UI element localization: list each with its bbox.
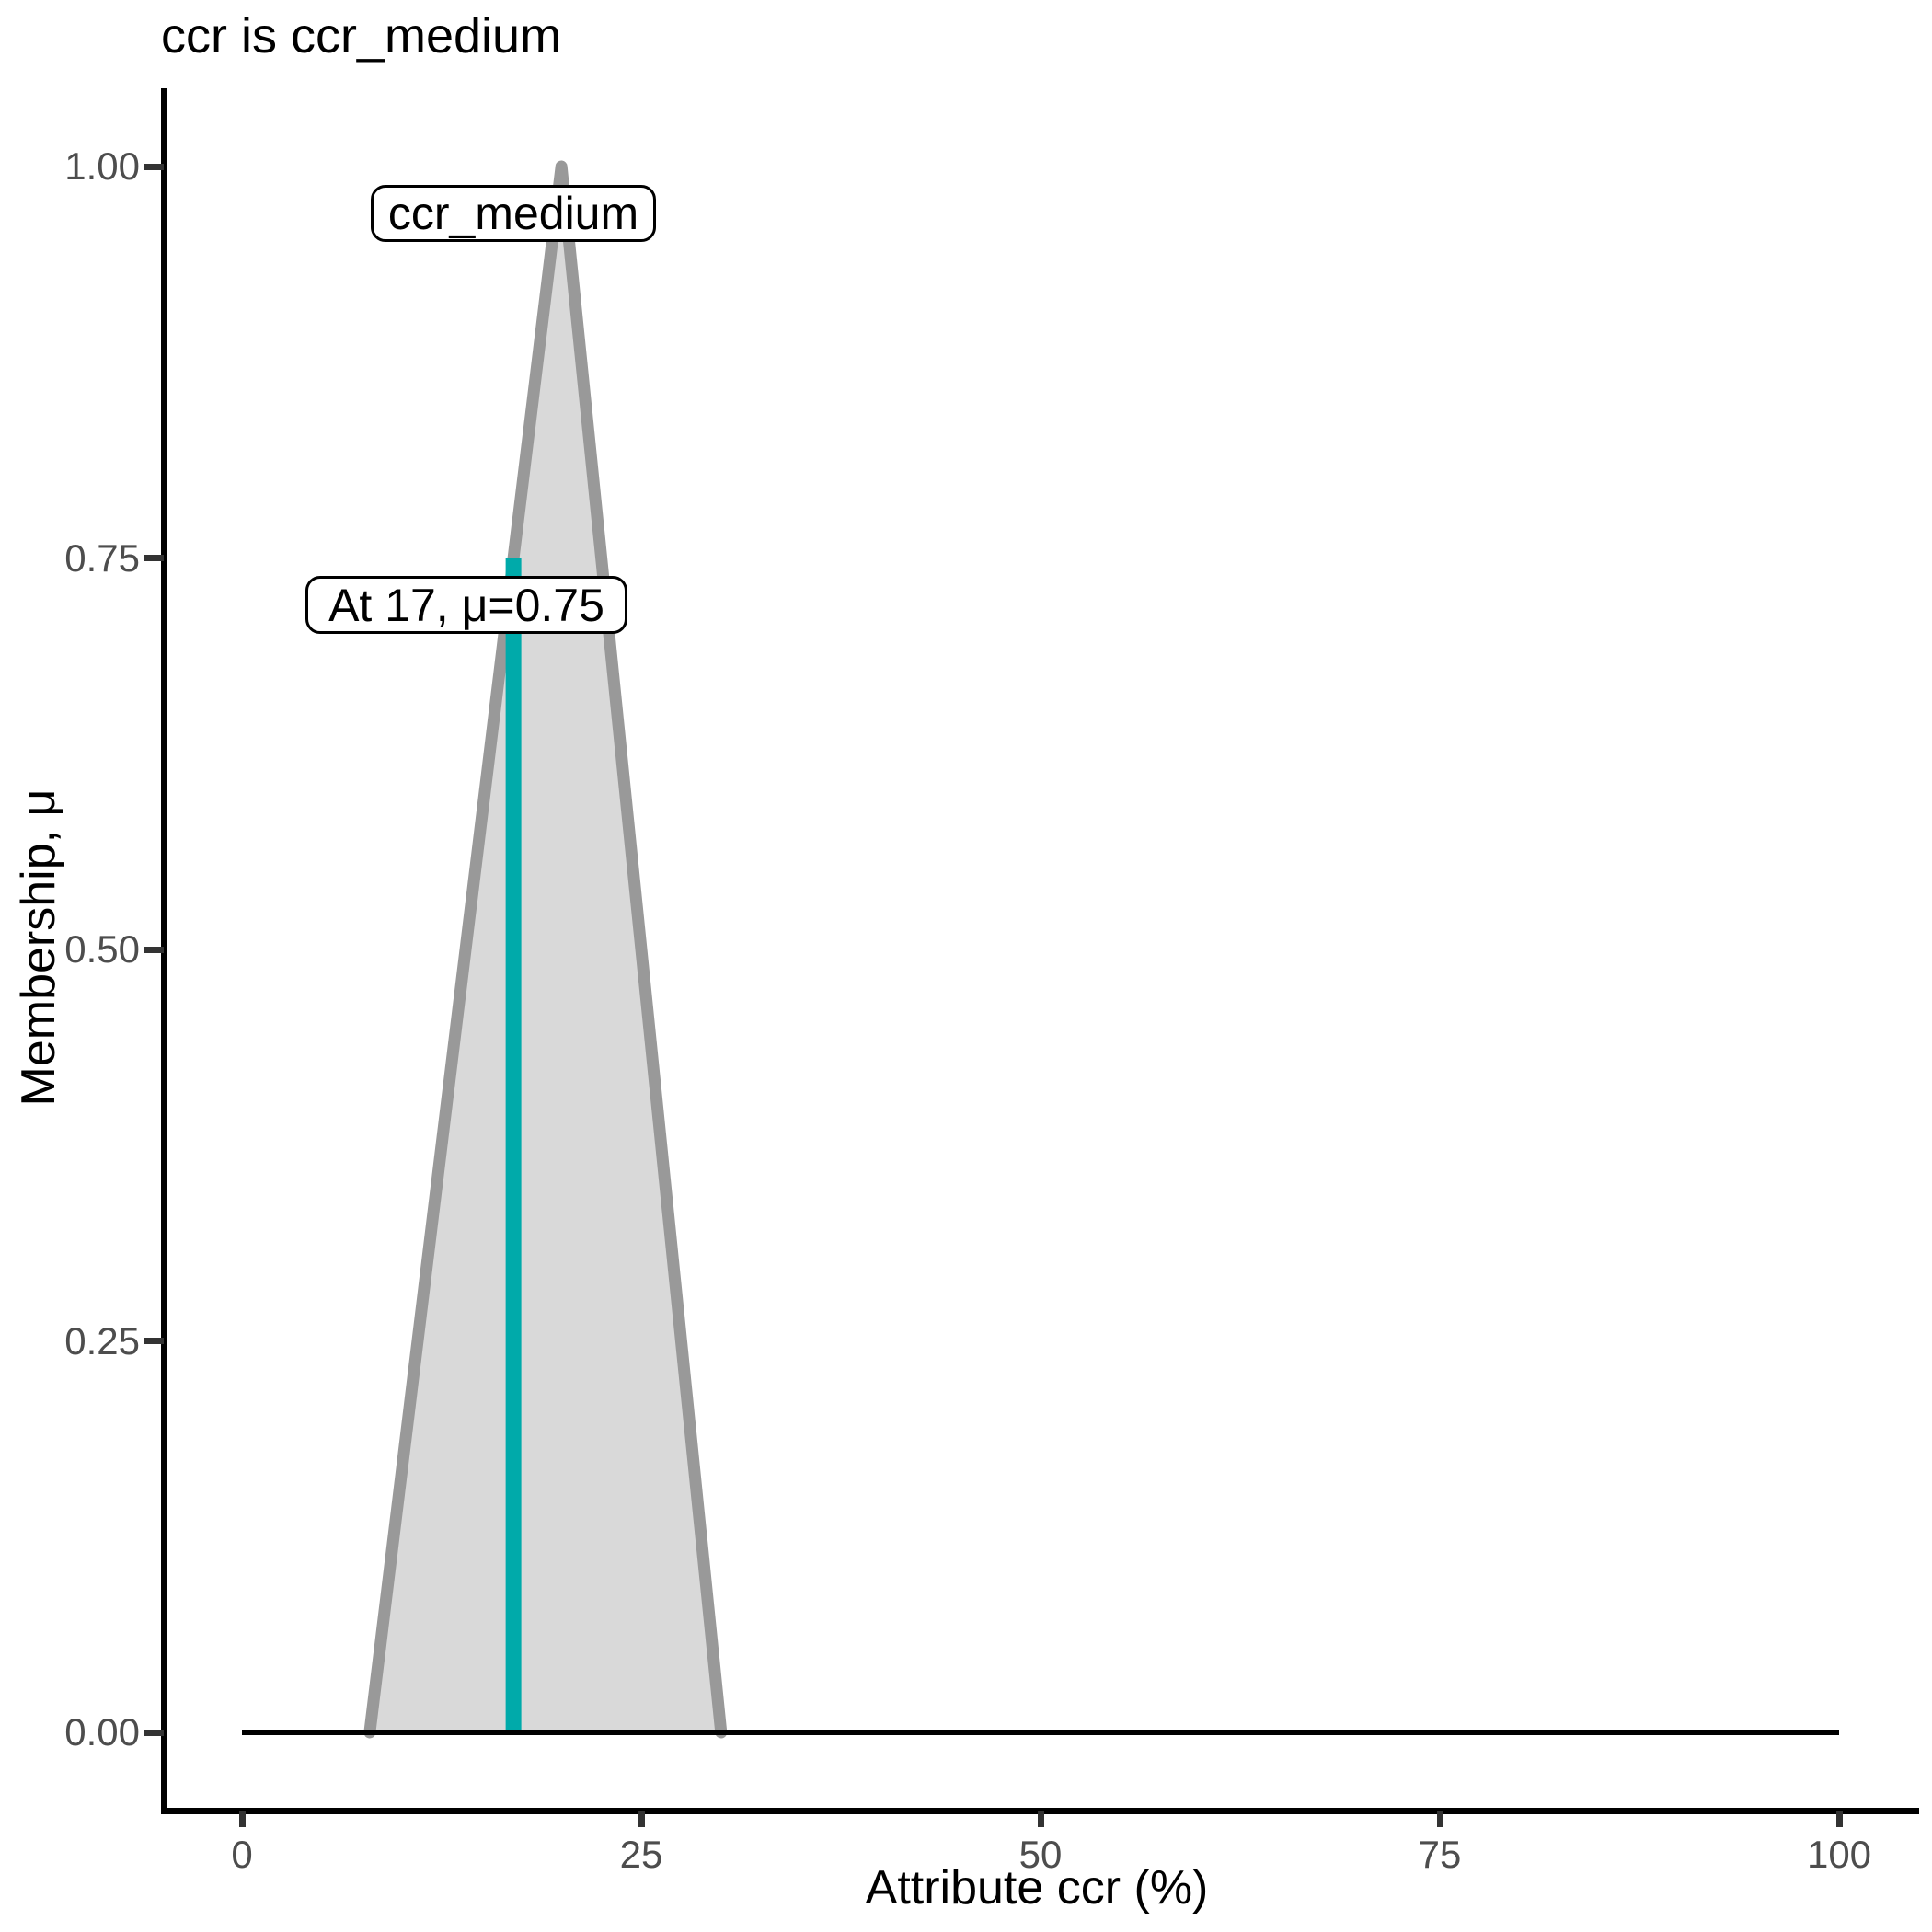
y-tick-label: 1.00 xyxy=(64,144,140,188)
mf-name-label-box: ccr_medium xyxy=(371,185,656,242)
x-tick-mark xyxy=(1436,1811,1443,1827)
y-axis-title: Membership, μ xyxy=(12,788,65,1107)
x-tick-label: 75 xyxy=(1418,1833,1462,1876)
y-tick-mark xyxy=(144,555,164,561)
x-tick-label: 0 xyxy=(231,1833,253,1876)
membership-area-fill xyxy=(369,167,721,1732)
x-tick-label: 100 xyxy=(1806,1833,1872,1876)
x-tick-mark xyxy=(1835,1811,1843,1827)
y-tick-mark xyxy=(144,1729,164,1736)
membership-area-outline xyxy=(363,160,728,1739)
x-tick-label: 50 xyxy=(1018,1833,1063,1876)
x-axis-title: Attribute ccr (%) xyxy=(865,1861,1209,1915)
x-tick-mark xyxy=(638,1811,645,1827)
x-tick-mark xyxy=(238,1811,246,1827)
y-tick-label: 0.50 xyxy=(64,927,140,971)
y-tick-mark xyxy=(144,163,164,170)
y-tick-label: 0.25 xyxy=(64,1318,140,1363)
input-value-label-box: At 17, μ=0.75 xyxy=(305,576,627,634)
y-axis-line xyxy=(161,88,167,1814)
y-tick-label: 0.00 xyxy=(64,1710,140,1754)
y-tick-mark xyxy=(144,1338,164,1344)
chart-title: ccr is ccr_medium xyxy=(161,8,562,63)
y-tick-label: 0.75 xyxy=(64,535,140,580)
mf-name-label: ccr_medium xyxy=(387,188,639,239)
x-tick-mark xyxy=(1037,1811,1044,1827)
input-value-label: At 17, μ=0.75 xyxy=(328,579,604,631)
x-tick-label: 25 xyxy=(619,1833,663,1876)
y-tick-mark xyxy=(144,946,164,953)
